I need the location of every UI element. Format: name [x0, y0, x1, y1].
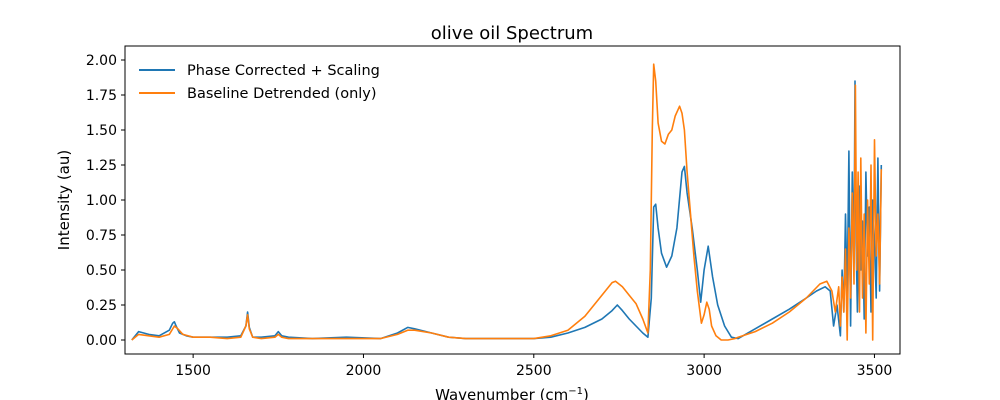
x-tick-label: 2500	[516, 363, 552, 379]
legend: Phase Corrected + Scaling Baseline Detre…	[139, 63, 380, 102]
y-tick-label: 1.00	[86, 193, 117, 209]
x-axis-title-tail: )	[583, 386, 589, 400]
y-tick-label: 2.00	[86, 53, 117, 69]
x-tick-label: 2000	[346, 363, 382, 379]
x-tick-label: 3500	[857, 363, 893, 379]
y-tick-label: 1.75	[86, 88, 117, 104]
x-axis-title-sup: −1	[568, 386, 583, 397]
legend-label-baseline-detrended: Baseline Detrended (only)	[187, 86, 377, 102]
y-tick-label: 1.25	[86, 158, 117, 174]
y-tick-label: 0.50	[86, 263, 117, 279]
x-axis-title-main: Wavenumber (cm	[435, 386, 568, 400]
x-axis: 1500 2000 2500 3000 3500	[175, 354, 892, 379]
x-tick-label: 3000	[686, 363, 722, 379]
legend-label-phase-corrected: Phase Corrected + Scaling	[187, 63, 380, 79]
y-axis-title: Intensity (au)	[55, 150, 73, 250]
y-axis: 0.00 0.25 0.50 0.75 1.00 1.25 1.50 1.75 2.00	[86, 53, 125, 349]
y-tick-label: 0.75	[86, 228, 117, 244]
y-tick-label: 1.50	[86, 123, 117, 139]
y-tick-label: 0.25	[86, 298, 117, 314]
x-tick-label: 1500	[175, 363, 211, 379]
series-line-baseline-detrended	[131, 63, 883, 341]
x-axis-title: Wavenumber (cm−1)	[435, 386, 589, 400]
chart-title: olive oil Spectrum	[431, 23, 593, 44]
plot-series	[131, 63, 883, 341]
y-tick-label: 0.00	[86, 333, 117, 349]
